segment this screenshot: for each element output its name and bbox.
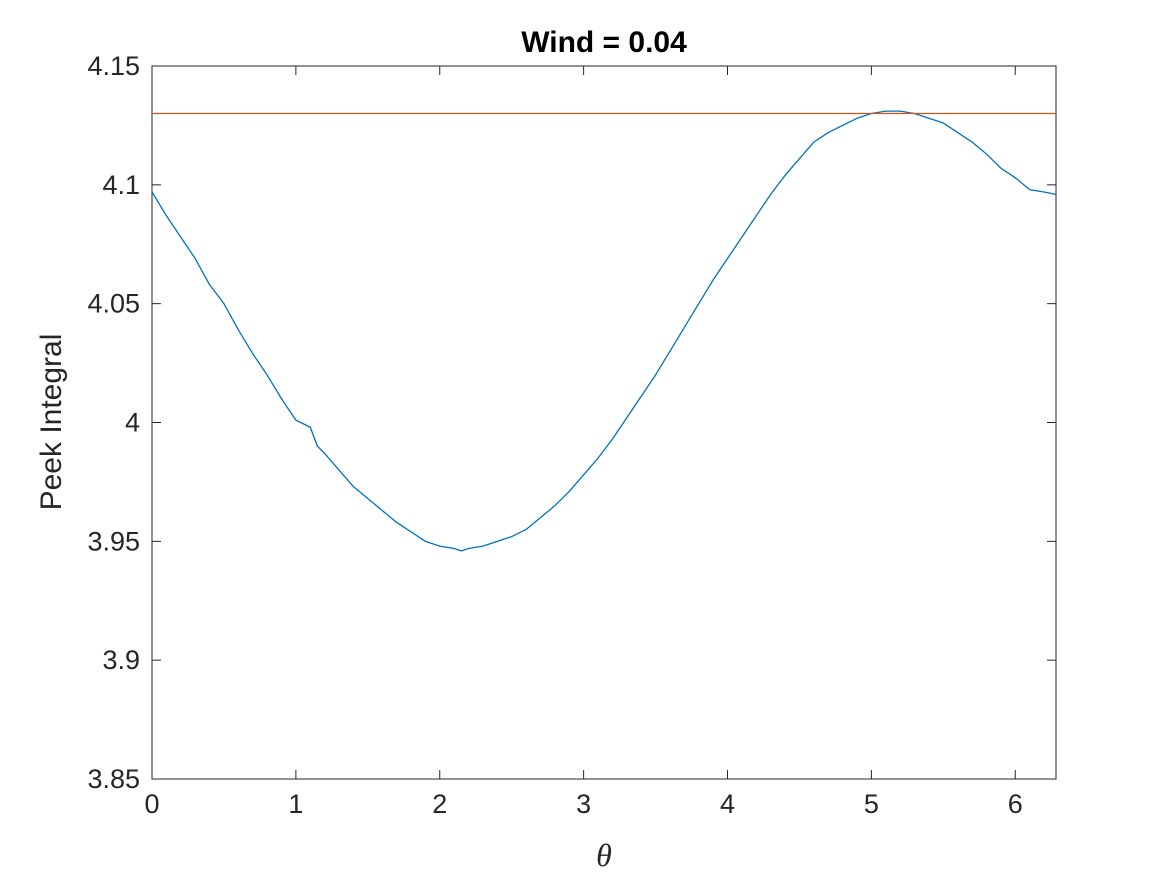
series-group bbox=[151, 110, 1057, 552]
series-line-0 bbox=[151, 110, 1057, 552]
plot-area bbox=[151, 65, 1057, 780]
y-tick-label: 3.95 bbox=[87, 526, 140, 556]
x-tick-label: 4 bbox=[720, 789, 735, 819]
y-tick-label: 3.85 bbox=[87, 764, 140, 794]
x-axis: 0 1 2 3 4 5 6 bbox=[144, 66, 1023, 819]
x-axis-label: θ bbox=[596, 837, 612, 873]
y-axis: 3.85 3.9 3.95 4 4.05 4.1 4.15 bbox=[87, 51, 1056, 794]
chart-title: Wind = 0.04 bbox=[521, 26, 687, 59]
x-tick-label: 1 bbox=[288, 789, 303, 819]
y-tick-label: 4.15 bbox=[87, 51, 140, 81]
y-tick-label: 4.05 bbox=[87, 289, 140, 319]
x-tick-label: 5 bbox=[864, 789, 879, 819]
y-tick-label: 3.9 bbox=[102, 645, 140, 675]
x-tick-label: 3 bbox=[576, 789, 591, 819]
x-tick-label: 2 bbox=[432, 789, 447, 819]
y-axis-label: Peek Integral bbox=[35, 334, 68, 511]
x-tick-label: 0 bbox=[144, 789, 159, 819]
y-tick-label: 4.1 bbox=[102, 170, 140, 200]
y-tick-label: 4 bbox=[125, 408, 140, 438]
x-tick-label: 6 bbox=[1008, 789, 1023, 819]
